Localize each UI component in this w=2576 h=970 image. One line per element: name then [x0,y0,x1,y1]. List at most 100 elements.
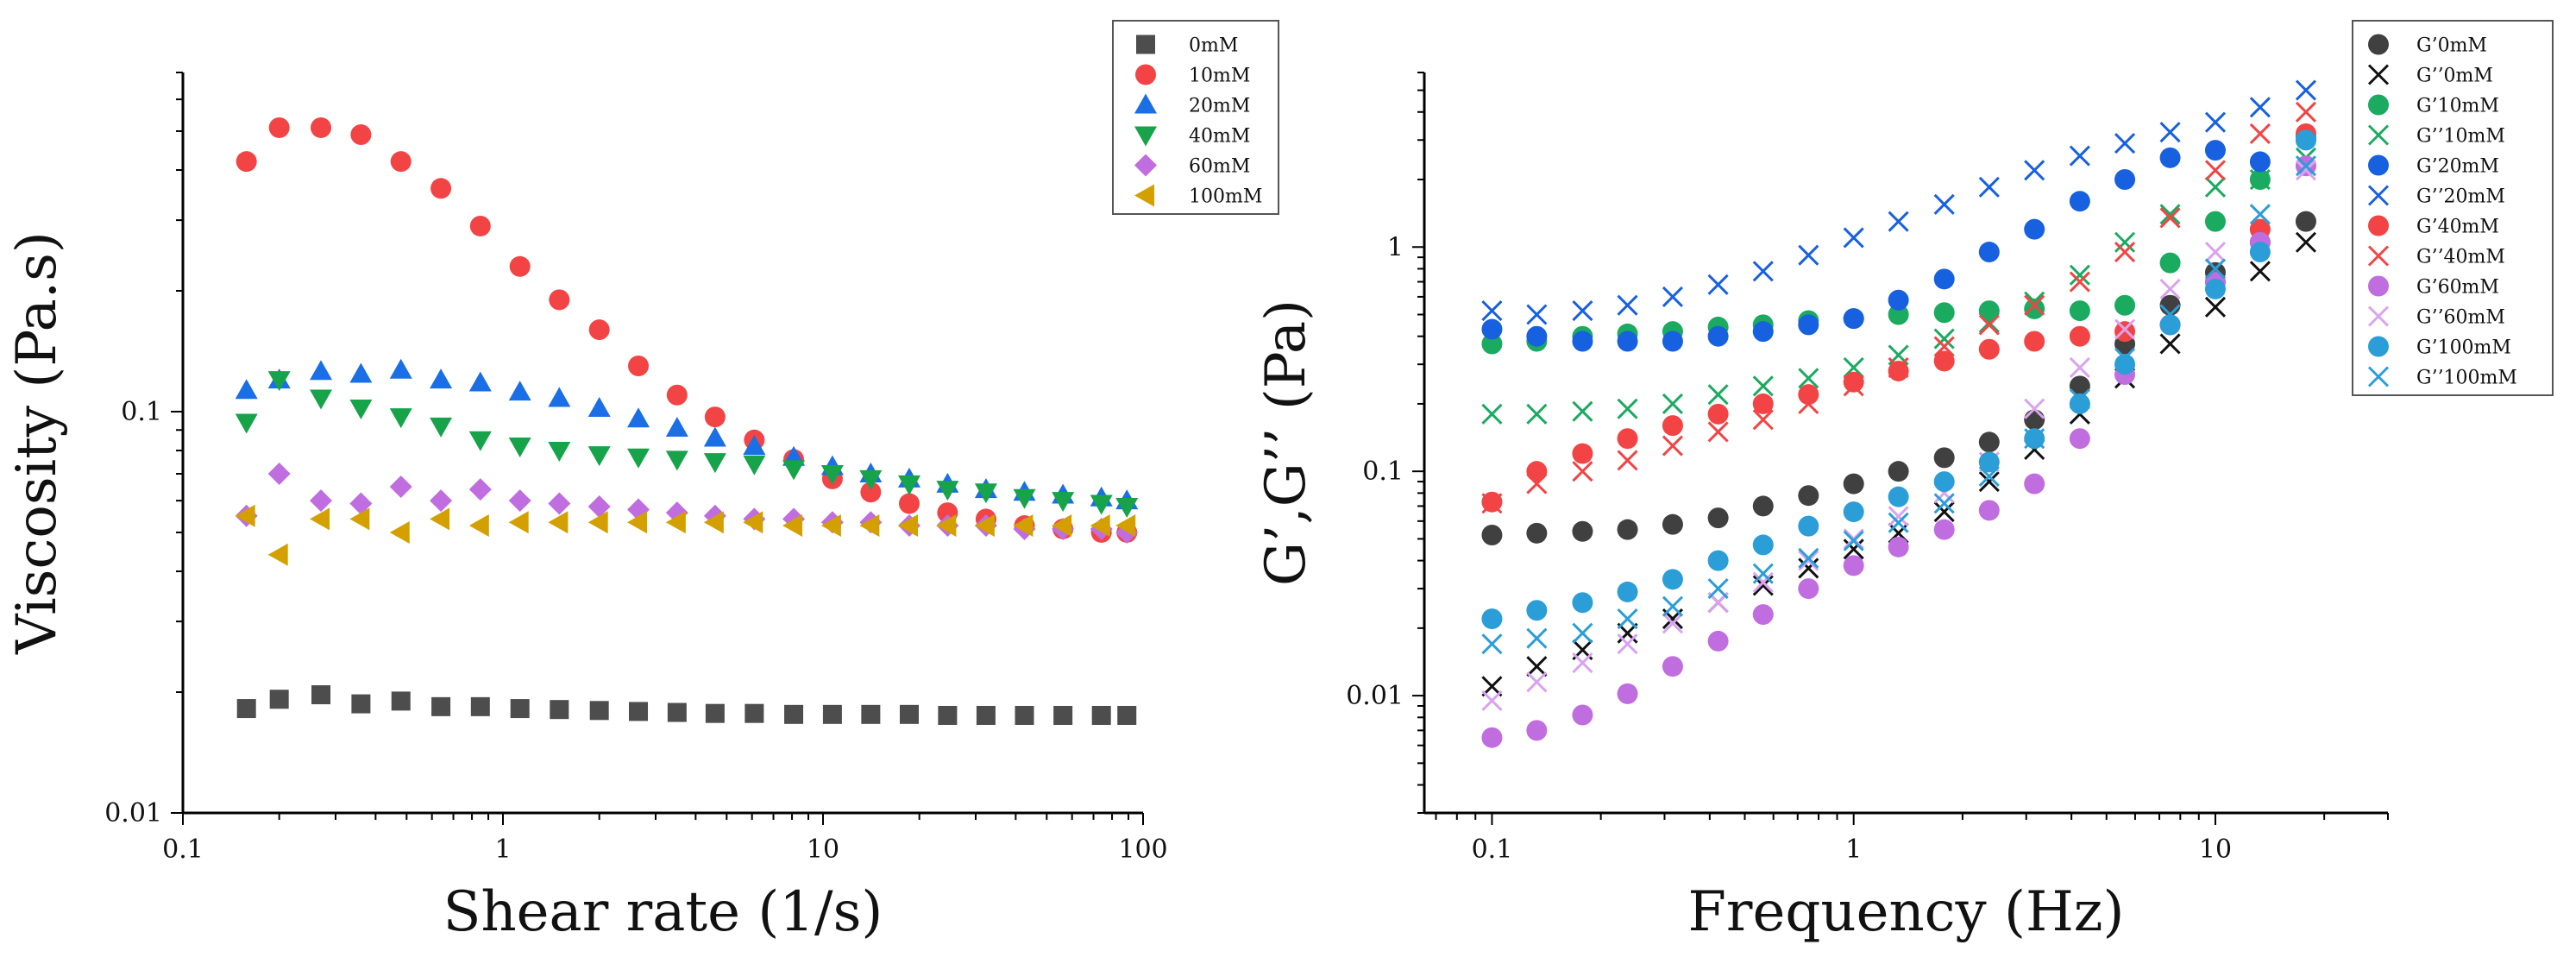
data-point-40mm [508,438,531,458]
data-point-g-10mm [1798,368,1819,389]
data-point-20mm [627,407,650,428]
data-point-g-60mm [2204,241,2227,263]
data-point-g-40mm [1572,443,1593,464]
data-point-g-40mm [1526,473,1548,494]
data-point-g-100mm [1798,515,1819,537]
data-point-g-0mm [1978,431,2000,453]
data-point-g-60mm [1978,500,2000,521]
data-point-g-40mm [1572,461,1593,482]
legend-marker-g-10mm [2368,94,2389,116]
data-point-g-40mm [2024,294,2045,316]
data-point-60mm [389,475,412,498]
data-point-g-100mm [1798,547,1819,569]
data-point-g-20mm [1752,321,1774,343]
data-point-20mm [508,381,531,401]
data-point-g-20mm [1888,211,1909,232]
data-point-0mm [1015,705,1034,725]
data-point-g-20mm [2249,151,2271,173]
legend-entry-g-0mm: G’0mM [2416,35,2487,57]
data-point-g-10mm [1707,384,1729,406]
data-point-g-60mm [1526,720,1548,741]
data-point-g-10mm [2159,204,2181,225]
data-point-100mm [743,511,763,534]
data-point-0mm [861,704,881,724]
data-point-40mm [430,417,453,438]
data-point-0mm [236,699,256,719]
legend-entry-g-100mm: G’’100mM [2416,368,2517,389]
data-point-10mm [898,493,920,514]
data-point-0mm [784,704,804,724]
data-point-g-20mm [1481,318,1503,340]
data-point-0mm [1091,705,1111,725]
data-point-100mm [1052,514,1072,538]
data-point-g-40mm [1978,338,2000,360]
data-point-g-20mm [1978,242,2000,263]
data-point-40mm [587,446,611,467]
legend-entry-g-0mm: G’’0mM [2416,66,2493,87]
data-point-g-0mm [2024,409,2045,431]
data-point-20mm [389,358,412,379]
data-point-0mm [269,690,289,709]
data-point-0mm [510,699,530,719]
data-point-g-40mm [2159,207,2181,229]
data-point-g-100mm [2159,314,2181,336]
x-axis-label: Frequency (Hz) [1688,880,2125,944]
legend-entry-60mm: 60mM [1189,156,1250,178]
data-point-g-0mm [1662,513,1683,535]
data-point-g-20mm [1843,308,1864,330]
data-point-g-0mm [1843,473,1864,494]
series-60mm [235,463,1139,544]
data-point-10mm [350,124,372,146]
data-point-g-0mm [1843,539,1864,560]
data-point-60mm [587,494,611,518]
data-point-100mm [587,511,608,534]
data-point-g-100mm [2159,304,2181,325]
y-axis-label: G’,G’’ (Pa) [1254,299,1318,586]
legend-marker-g-0mm [2367,64,2390,85]
legend-marker-60mm [1134,154,1157,177]
data-point-g-60mm [2024,473,2045,494]
legend-marker-g-40mm [2368,215,2389,236]
data-point-g-20mm [2159,147,2181,168]
data-point-g-60mm [1526,671,1548,693]
data-point-g-60mm [1707,630,1729,652]
data-point-g-10mm [1481,333,1503,355]
data-point-100mm [897,514,918,538]
data-point-g-0mm [1798,557,1819,579]
data-point-g-20mm [2295,79,2317,101]
data-point-g-100mm [1752,534,1774,556]
legend-marker-g-100mm [2368,336,2389,357]
legend-entry-g-40mm: G’40mM [2416,217,2499,238]
data-point-g-60mm [2159,278,2181,299]
data-point-10mm [469,215,491,236]
data-point-0mm [822,704,842,724]
data-point-60mm [468,478,492,501]
data-point-40mm [389,408,412,429]
data-point-g-40mm [2069,271,2090,293]
data-point-g-40mm [1662,435,1684,457]
data-point-g-20mm [1572,300,1593,322]
data-point-g-40mm [1933,350,1955,372]
legend-entry-10mm: 10mM [1189,66,1250,87]
x-tick-label: 100 [1118,835,1167,865]
data-point-100mm [627,511,648,534]
data-point-g-40mm [1888,356,1909,379]
data-point-g-100mm [2249,204,2271,225]
data-point-100mm [389,520,410,544]
data-point-g-100mm [1978,465,2000,488]
data-point-0mm [351,694,371,714]
data-point-g-60mm [1572,652,1593,674]
data-point-g-0mm [1617,519,1638,540]
y-tick-label: 1 [1387,232,1404,262]
data-point-g-100mm [2204,278,2226,299]
data-point-40mm [349,399,373,419]
data-point-g-40mm [2249,123,2271,145]
y-axis-label: Viscosity (Pa.s) [5,231,69,655]
data-point-g-20mm [2069,145,2090,167]
legend-marker-g-20mm [2367,185,2390,206]
data-point-g-100mm [2295,155,2317,177]
data-point-g-10mm [1978,312,2000,333]
legend-marker-100mm [1134,184,1154,207]
y-tick-label: 0.1 [121,397,162,427]
data-point-g-20mm [1572,331,1593,352]
